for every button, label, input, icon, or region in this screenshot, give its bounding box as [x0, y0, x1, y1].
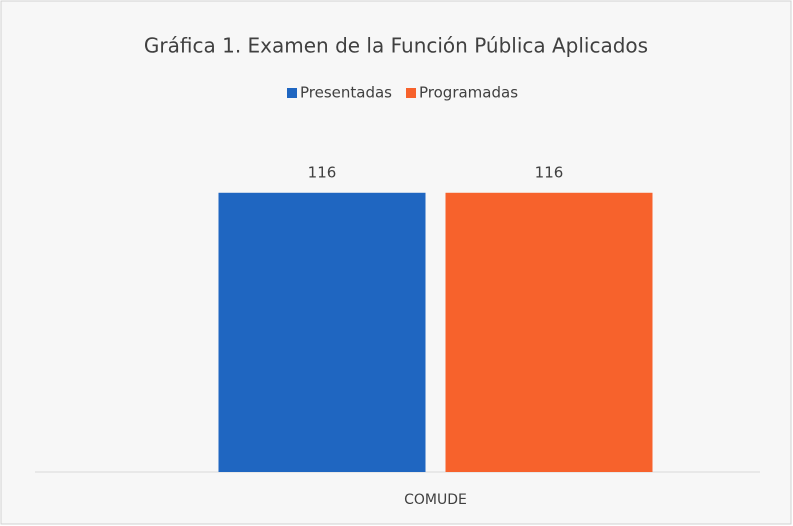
legend-swatch — [406, 88, 416, 98]
x-tick-label: COMUDE — [404, 492, 467, 508]
data-label: 116 — [308, 163, 337, 181]
data-label: 116 — [535, 163, 564, 181]
legend-label: Programadas — [419, 84, 518, 102]
chart-title: Gráfica 1. Examen de la Función Pública … — [144, 34, 648, 58]
bar — [218, 192, 426, 472]
legend-swatch — [287, 88, 297, 98]
bar — [445, 192, 653, 472]
legend-label: Presentadas — [300, 84, 392, 102]
